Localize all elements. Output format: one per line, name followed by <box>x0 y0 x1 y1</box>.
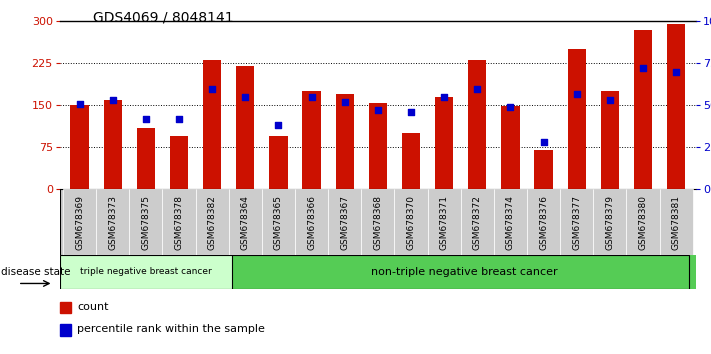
Text: GSM678381: GSM678381 <box>672 195 680 250</box>
Point <box>273 123 284 129</box>
Point <box>571 91 582 96</box>
Bar <box>232 255 696 289</box>
Text: GSM678382: GSM678382 <box>208 195 217 250</box>
Bar <box>60 302 71 313</box>
Point <box>439 94 450 100</box>
Text: GSM678376: GSM678376 <box>539 195 548 250</box>
Bar <box>527 189 560 255</box>
Point <box>339 99 351 105</box>
Text: percentile rank within the sample: percentile rank within the sample <box>77 324 264 334</box>
Bar <box>369 103 387 189</box>
Point <box>107 97 119 103</box>
Bar <box>302 91 321 189</box>
Text: GSM678371: GSM678371 <box>439 195 449 250</box>
Bar <box>137 128 155 189</box>
Text: GSM678378: GSM678378 <box>174 195 183 250</box>
Bar <box>494 189 527 255</box>
Text: GSM678380: GSM678380 <box>638 195 648 250</box>
Point <box>604 97 616 103</box>
Text: GSM678372: GSM678372 <box>473 195 482 250</box>
Text: GSM678366: GSM678366 <box>307 195 316 250</box>
Bar <box>593 189 626 255</box>
Bar <box>667 24 685 189</box>
Bar <box>96 189 129 255</box>
Bar <box>129 189 163 255</box>
Point <box>670 69 682 75</box>
Text: count: count <box>77 302 108 312</box>
Bar <box>469 61 486 189</box>
Bar <box>336 94 354 189</box>
Bar <box>427 189 461 255</box>
Bar <box>361 189 395 255</box>
Text: GSM678373: GSM678373 <box>108 195 117 250</box>
Bar <box>501 107 520 189</box>
Text: GDS4069 / 8048141: GDS4069 / 8048141 <box>93 11 234 25</box>
Point <box>538 139 550 145</box>
Text: GSM678368: GSM678368 <box>373 195 383 250</box>
Point <box>74 101 85 107</box>
Bar <box>60 324 71 336</box>
Bar <box>461 189 494 255</box>
Bar <box>634 30 652 189</box>
Point <box>173 116 185 122</box>
Point <box>405 109 417 115</box>
Bar <box>229 189 262 255</box>
Text: non-triple negative breast cancer: non-triple negative breast cancer <box>370 267 557 277</box>
Text: GSM678369: GSM678369 <box>75 195 84 250</box>
Bar <box>70 105 89 189</box>
Point <box>505 104 516 110</box>
Text: GSM678375: GSM678375 <box>141 195 151 250</box>
Bar <box>328 189 361 255</box>
Point <box>240 94 251 100</box>
Bar <box>104 100 122 189</box>
Point <box>140 116 151 122</box>
Point <box>373 108 384 113</box>
Bar <box>395 189 427 255</box>
Text: disease state: disease state <box>1 267 71 277</box>
Bar <box>163 189 196 255</box>
Text: GSM678364: GSM678364 <box>241 195 250 250</box>
Text: GSM678374: GSM678374 <box>506 195 515 250</box>
Text: GSM678377: GSM678377 <box>572 195 582 250</box>
Bar <box>269 136 287 189</box>
Bar <box>535 150 552 189</box>
Point <box>471 86 483 91</box>
Bar <box>63 189 96 255</box>
Bar <box>196 189 229 255</box>
Bar <box>60 255 232 289</box>
Text: GSM678379: GSM678379 <box>605 195 614 250</box>
Bar <box>560 189 593 255</box>
Point <box>206 86 218 91</box>
Bar <box>203 61 221 189</box>
Bar <box>660 189 693 255</box>
Bar <box>435 97 454 189</box>
Bar <box>170 136 188 189</box>
Bar <box>402 133 420 189</box>
Bar <box>626 189 660 255</box>
Text: GSM678370: GSM678370 <box>407 195 415 250</box>
Bar <box>236 66 255 189</box>
Text: GSM678367: GSM678367 <box>341 195 349 250</box>
Bar <box>567 49 586 189</box>
Bar <box>295 189 328 255</box>
Text: GSM678365: GSM678365 <box>274 195 283 250</box>
Text: triple negative breast cancer: triple negative breast cancer <box>80 267 212 276</box>
Point <box>306 94 317 100</box>
Bar <box>262 189 295 255</box>
Bar <box>601 91 619 189</box>
Point <box>637 65 648 71</box>
